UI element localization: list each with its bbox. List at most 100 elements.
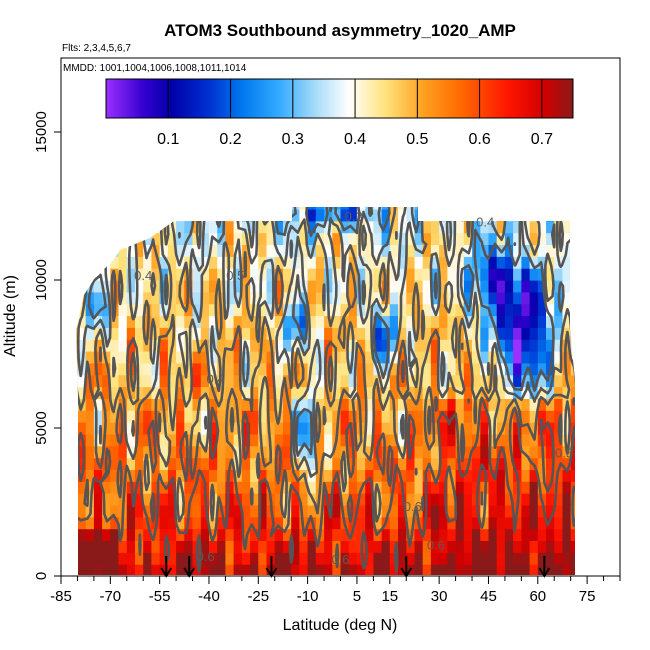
heat-cell: [529, 493, 539, 506]
x-axis-ticks: -85 -70 -55 -40 -25 -10 5 15 30 45 60 75: [50, 576, 621, 605]
contour-label: 0.3: [345, 209, 363, 224]
heat-cell: [110, 220, 120, 234]
heat-cell: [579, 481, 588, 493]
heat-cell: [414, 207, 424, 210]
heat-cell: [348, 481, 358, 494]
heat-cell: [110, 315, 120, 328]
heat-cell: [283, 339, 292, 352]
heat-cell: [167, 516, 177, 530]
heat-cell: [315, 220, 325, 234]
heat-cell: [422, 232, 432, 245]
heat-cell: [389, 220, 399, 234]
heat-cell: [77, 374, 87, 388]
heat-cell: [406, 481, 416, 494]
heat-cell: [283, 303, 292, 317]
heat-cell: [151, 552, 161, 565]
heat-cell: [389, 505, 399, 518]
heat-cell: [504, 469, 514, 482]
heat-cell: [496, 209, 506, 222]
heat-cell: [225, 315, 235, 328]
heat-cell: [102, 232, 111, 245]
heat-cell: [274, 291, 284, 305]
heat-cell: [579, 197, 588, 209]
heat-cell: [93, 516, 103, 530]
heat-cell: [439, 564, 448, 575]
heat-cell: [209, 410, 218, 423]
heat-cell: [513, 209, 522, 222]
heat-cell: [562, 564, 572, 575]
heat-cell: [110, 552, 120, 565]
heat-cell: [200, 516, 210, 530]
heat-cell: [447, 564, 457, 575]
heat-cell: [570, 469, 575, 482]
heat-cell: [472, 505, 481, 518]
heat-cell: [61, 434, 70, 446]
heat-cell: [234, 185, 243, 197]
heat-cell: [283, 505, 292, 518]
heat-cell: [77, 303, 87, 317]
heat-cell: [110, 232, 120, 245]
heat-cell: [489, 185, 498, 197]
heat-cell: [390, 185, 399, 197]
heat-cell: [537, 351, 547, 364]
heat-cell: [167, 505, 177, 518]
heat-cell: [406, 374, 416, 388]
heat-cell: [356, 398, 366, 411]
heat-cell: [365, 422, 374, 435]
heat-cell: [521, 291, 531, 305]
heat-cell: [93, 398, 103, 411]
heat-cell: [233, 351, 243, 364]
heat-cell: [258, 339, 268, 352]
heat-cell: [570, 303, 575, 317]
heat-cell: [241, 303, 251, 317]
heat-cell: [504, 256, 514, 269]
heat-cell: [76, 220, 78, 234]
heat-cell: [127, 185, 136, 197]
heat-cell: [456, 185, 465, 197]
heat-cell: [159, 291, 169, 305]
heat-cell: [110, 469, 120, 482]
heat-cell: [365, 232, 374, 245]
heat-cell: [85, 232, 95, 245]
heat-cell: [176, 315, 185, 328]
heat-cell: [504, 362, 514, 376]
heat-cell: [200, 268, 210, 281]
heat-cell: [373, 505, 383, 518]
heat-cell: [258, 362, 268, 376]
heat-cell: [258, 256, 268, 269]
heat-cell: [167, 268, 177, 281]
heat-cell: [332, 505, 342, 518]
heat-cell: [513, 351, 522, 364]
heat-cell: [389, 327, 399, 340]
heat-cell: [93, 244, 103, 257]
heat-cell: [200, 280, 210, 293]
heat-cell: [430, 339, 440, 352]
heat-cell: [365, 445, 374, 459]
heat-cell: [274, 445, 284, 459]
heat-cell: [233, 505, 243, 518]
heat-cell: [554, 339, 563, 352]
heat-cell: [159, 256, 169, 269]
heat-cell: [365, 493, 374, 506]
heat-cell: [241, 505, 251, 518]
heat-cell: [480, 410, 490, 423]
heat-cell: [102, 207, 111, 210]
heat-cell: [135, 433, 144, 447]
heat-cell: [398, 327, 407, 340]
heat-cell: [274, 516, 284, 530]
heat-cell: [373, 422, 383, 435]
heat-cell: [135, 256, 144, 269]
heat-cell: [143, 268, 152, 281]
heat-cell: [307, 232, 317, 245]
contour-label: 0.4: [207, 372, 225, 387]
heat-cell: [184, 207, 194, 210]
heat-cell: [521, 315, 531, 328]
heat-cell: [324, 433, 333, 447]
heat-cell: [537, 481, 547, 494]
heat-cell: [348, 209, 358, 222]
heat-cell: [233, 268, 243, 281]
heat-cell: [430, 386, 440, 399]
heat-cell: [250, 185, 259, 197]
heat-cell: [455, 303, 465, 317]
heat-cell: [176, 457, 185, 470]
